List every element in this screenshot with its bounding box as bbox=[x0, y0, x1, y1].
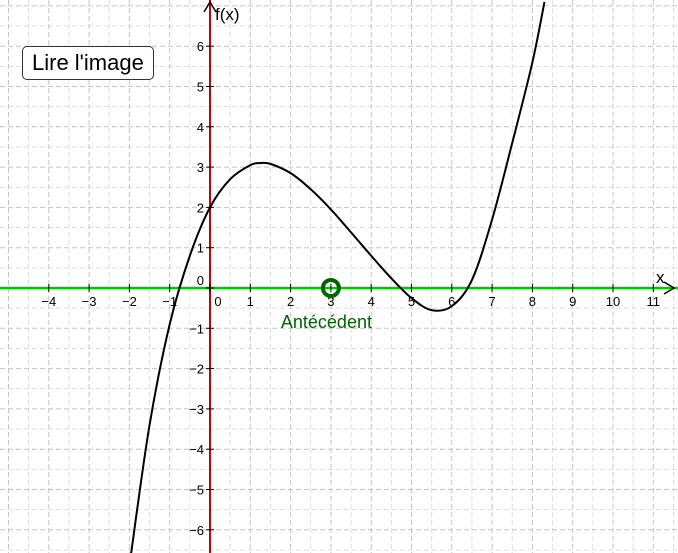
x-tick-label: 9 bbox=[569, 294, 576, 309]
antecedent-point-group[interactable] bbox=[320, 278, 341, 298]
x-tick-label: 4 bbox=[368, 294, 375, 309]
y-tick-label: 4 bbox=[197, 120, 204, 135]
y-tick-label: −3 bbox=[189, 402, 204, 417]
function-curve[interactable] bbox=[130, 1, 546, 553]
x-tick-label: −2 bbox=[122, 294, 137, 309]
antecedent-point[interactable] bbox=[320, 278, 341, 298]
x-tick-label: 3 bbox=[327, 294, 334, 309]
x-tick-label: 7 bbox=[488, 294, 495, 309]
x-tick-label: 11 bbox=[647, 294, 661, 309]
y-axis-arrow bbox=[203, 0, 217, 13]
y-axis-label: f(x) bbox=[215, 5, 240, 24]
y-tick-label: −4 bbox=[189, 442, 204, 457]
x-tick-label: −4 bbox=[41, 294, 56, 309]
x-tick-label: 6 bbox=[448, 294, 455, 309]
x-tick-label: 10 bbox=[606, 294, 620, 309]
y-tick-label: −2 bbox=[189, 362, 204, 377]
x-tick-label: 1 bbox=[247, 294, 254, 309]
tick-labels: −4 −3 −2 −1 0 1 2 3 4 5 6 7 8 9 10 11 −6 −5 −4 −3 −2 −1 0 1 2 3 4 5… bbox=[41, 39, 660, 538]
y-tick-label: 1 bbox=[197, 241, 204, 256]
x-tick-label: 5 bbox=[408, 294, 415, 309]
x-axis-label: x bbox=[656, 268, 665, 287]
x-tick-label: 2 bbox=[287, 294, 294, 309]
x-axis-arrow bbox=[663, 281, 676, 295]
x-tick-label: −1 bbox=[162, 294, 177, 309]
y-tick-label: 0 bbox=[197, 273, 204, 288]
x-tick-label: −3 bbox=[82, 294, 97, 309]
x-tick-label: 8 bbox=[529, 294, 536, 309]
x-tick-label: 0 bbox=[214, 294, 221, 309]
y-tick-label: −5 bbox=[189, 483, 204, 498]
y-tick-label: −6 bbox=[189, 523, 204, 538]
y-tick-label: −1 bbox=[189, 321, 204, 336]
y-tick-label: 5 bbox=[197, 80, 204, 95]
antecedent-point-label: Antécédent bbox=[281, 312, 372, 332]
y-tick-label: 3 bbox=[197, 160, 204, 175]
y-tick-label: 6 bbox=[197, 39, 204, 54]
y-tick-label: 2 bbox=[197, 200, 204, 215]
read-image-button[interactable]: Lire l'image bbox=[22, 46, 154, 80]
